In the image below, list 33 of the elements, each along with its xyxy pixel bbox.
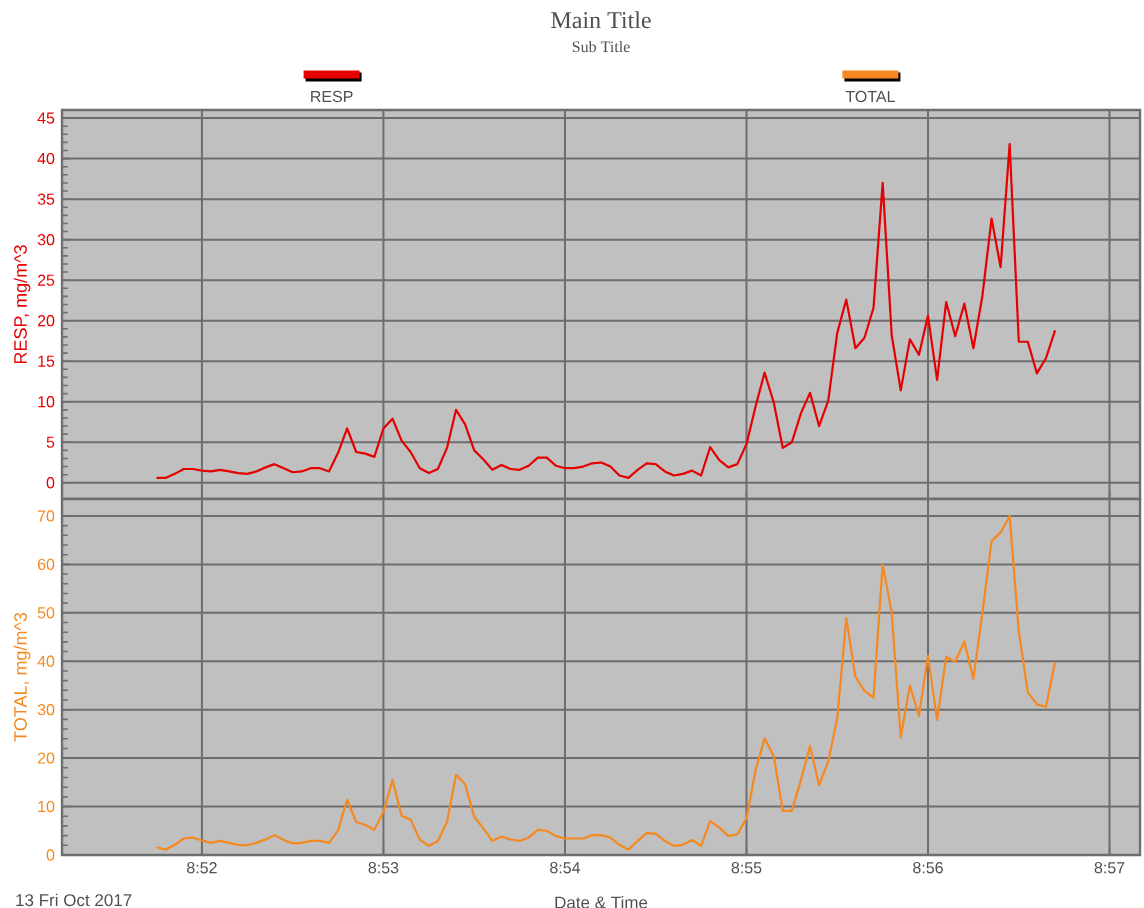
y-tick-label: 0 xyxy=(46,477,55,489)
y-tick-label: 20 xyxy=(37,752,55,764)
y-tick-label: 5 xyxy=(46,436,55,448)
legend-label: TOTAL xyxy=(845,90,895,103)
chart-subtitle: Sub Title xyxy=(572,40,630,53)
y-tick-label: 70 xyxy=(37,510,55,522)
y-tick-label: 50 xyxy=(37,607,55,619)
y-axis-title: TOTAL, mg/m^3 xyxy=(13,612,31,742)
y-tick-label: 40 xyxy=(37,655,55,667)
y-tick-label: 10 xyxy=(38,396,55,408)
y-tick-label: 40 xyxy=(37,152,55,165)
x-tick-label: 8:55 xyxy=(731,862,762,874)
legend-label: RESP xyxy=(311,90,353,103)
y-tick-label: 10 xyxy=(38,800,55,813)
x-tick-label: 8:53 xyxy=(368,862,399,874)
chart-title: Main Title xyxy=(551,11,651,29)
y-tick-label: 15 xyxy=(38,355,55,367)
line-series xyxy=(155,142,1057,480)
y-axis-title: RESP, mg/m^3 xyxy=(13,245,31,364)
y-tick-label: 0 xyxy=(46,849,55,861)
x-tick-label: 8:56 xyxy=(913,862,943,874)
y-tick-label: 45 xyxy=(37,112,55,124)
y-tick-label: 20 xyxy=(37,315,55,327)
x-tick-label: 8:52 xyxy=(187,862,217,874)
y-tick-label: 30 xyxy=(37,234,55,246)
y-tick-label: 60 xyxy=(37,558,55,571)
y-tick-label: 30 xyxy=(37,704,55,716)
x-axis-title: Date & Time xyxy=(555,896,648,908)
x-tick-label: 8:57 xyxy=(1094,862,1125,874)
y-tick-label: 25 xyxy=(37,274,55,286)
y-tick-label: 35 xyxy=(37,193,55,205)
text: 13 Fri Oct 2017 xyxy=(16,893,132,907)
x-tick-label: 8:54 xyxy=(550,862,581,874)
